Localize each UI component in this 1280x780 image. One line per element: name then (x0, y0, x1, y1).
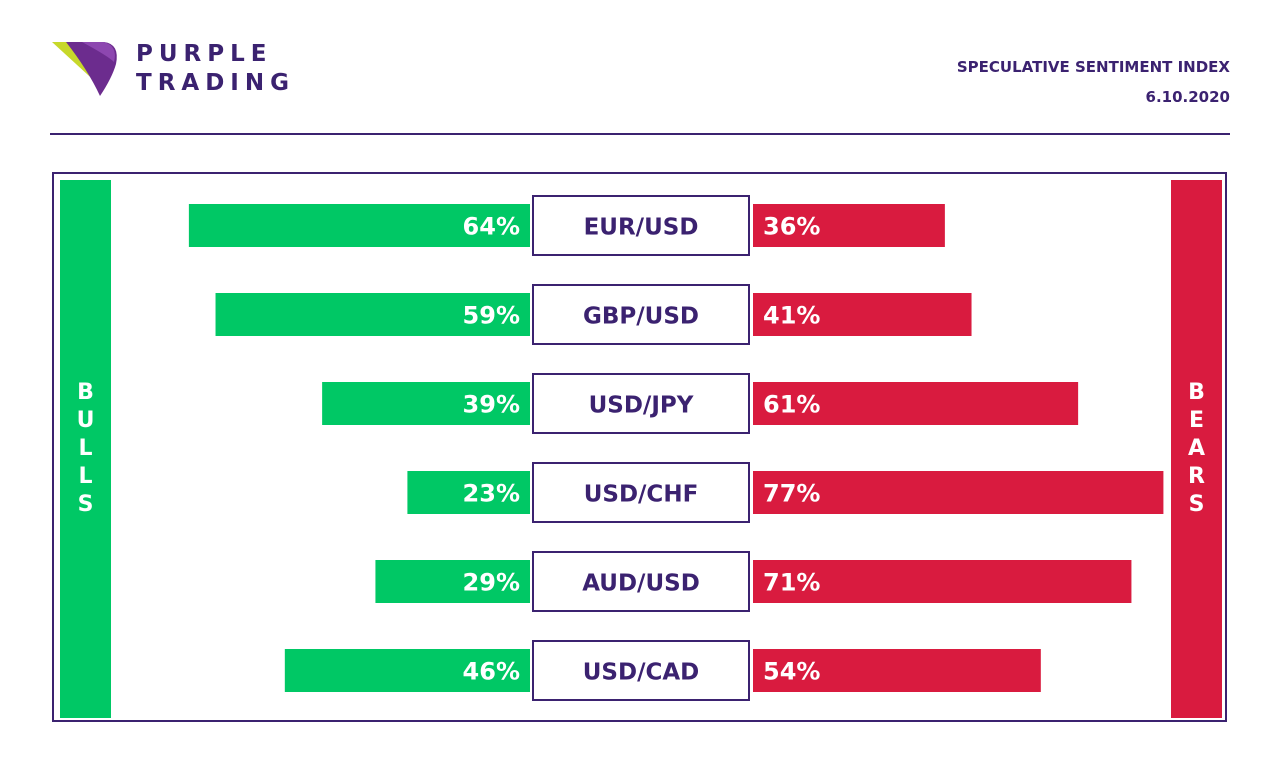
bulls-label: BULLS (76, 380, 95, 517)
bull-value-usd-jpy: 39% (463, 391, 520, 419)
bulls-side-bar: BULLS (60, 180, 111, 718)
brand-line-2: TRADING (136, 70, 295, 96)
pair-box-usd-cad (532, 640, 750, 701)
bear-bar-gbp-usd (753, 293, 972, 336)
bear-value-eur-usd: 36% (763, 213, 820, 241)
bear-bar-aud-usd (753, 560, 1132, 603)
bear-bar-usd-cad (753, 649, 1041, 692)
pair-label-eur-usd: EUR/USD (584, 215, 699, 241)
header-divider (50, 133, 1230, 135)
bull-bar-gbp-usd (215, 293, 530, 336)
bear-value-usd-cad: 54% (763, 658, 820, 686)
report-title: SPECULATIVE SENTIMENT INDEX (956, 58, 1230, 76)
chart-frame (52, 172, 1227, 722)
pair-label-gbp-usd: GBP/USD (583, 304, 699, 330)
brand-logo: PURPLE TRADING (52, 40, 312, 100)
brand-line-1: PURPLE (136, 41, 273, 67)
pair-box-usd-jpy (532, 373, 750, 434)
bull-bar-usd-jpy (322, 382, 530, 425)
bear-bar-eur-usd (753, 204, 945, 247)
bear-value-aud-usd: 71% (763, 569, 820, 597)
pair-box-aud-usd (532, 551, 750, 612)
bear-value-usd-chf: 77% (763, 480, 820, 508)
pair-box-gbp-usd (532, 284, 750, 345)
bull-value-eur-usd: 64% (463, 213, 520, 241)
pair-label-usd-cad: USD/CAD (583, 660, 700, 686)
pair-label-usd-chf: USD/CHF (584, 482, 699, 508)
bull-bar-usd-chf (407, 471, 530, 514)
bull-value-aud-usd: 29% (463, 569, 520, 597)
pair-box-usd-chf (532, 462, 750, 523)
bull-bar-usd-cad (284, 649, 530, 692)
bear-value-gbp-usd: 41% (763, 302, 820, 330)
header-info: SPECULATIVE SENTIMENT INDEX 6.10.2020 (957, 58, 1230, 106)
pair-label-aud-usd: AUD/USD (582, 571, 700, 597)
bear-value-usd-jpy: 61% (763, 391, 820, 419)
bears-side-bar: BEARS (1171, 180, 1222, 718)
pair-label-usd-jpy: USD/JPY (589, 393, 694, 419)
brand-name: PURPLE TRADING (136, 40, 295, 98)
purple-trading-logo-icon (52, 42, 117, 96)
report-date: 6.10.2020 (1145, 88, 1230, 106)
bull-value-usd-cad: 46% (463, 658, 520, 686)
pair-box-eur-usd (532, 195, 750, 256)
bears-label: BEARS (1187, 380, 1206, 517)
bear-bar-usd-chf (753, 471, 1164, 514)
bull-value-gbp-usd: 59% (463, 302, 520, 330)
bear-bar-usd-jpy (753, 382, 1079, 425)
bull-bar-eur-usd (188, 204, 530, 247)
bull-bar-aud-usd (375, 560, 530, 603)
bull-value-usd-chf: 23% (463, 480, 520, 508)
